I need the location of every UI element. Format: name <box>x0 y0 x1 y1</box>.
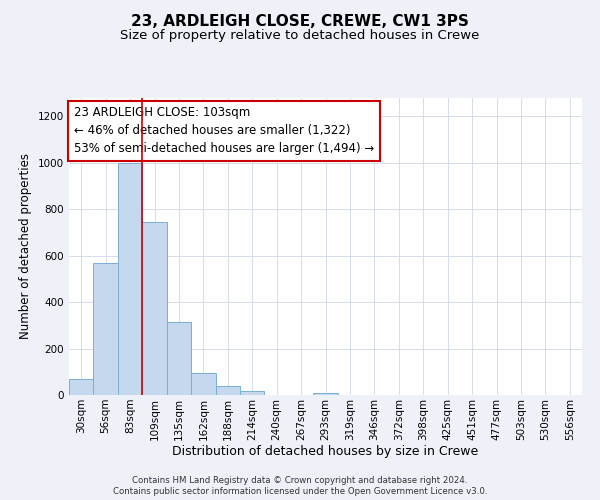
Y-axis label: Number of detached properties: Number of detached properties <box>19 153 32 340</box>
Text: 23 ARDLEIGH CLOSE: 103sqm
← 46% of detached houses are smaller (1,322)
53% of se: 23 ARDLEIGH CLOSE: 103sqm ← 46% of detac… <box>74 106 374 156</box>
X-axis label: Distribution of detached houses by size in Crewe: Distribution of detached houses by size … <box>172 446 479 458</box>
Bar <box>118 162 142 395</box>
Bar <box>94 262 118 395</box>
Bar <box>167 322 191 395</box>
Bar <box>215 386 240 395</box>
Bar <box>69 379 94 395</box>
Bar <box>191 373 215 395</box>
Bar <box>142 222 167 395</box>
Bar <box>240 391 265 395</box>
Text: 23, ARDLEIGH CLOSE, CREWE, CW1 3PS: 23, ARDLEIGH CLOSE, CREWE, CW1 3PS <box>131 14 469 28</box>
Text: Size of property relative to detached houses in Crewe: Size of property relative to detached ho… <box>121 28 479 42</box>
Bar <box>313 392 338 395</box>
Text: Contains HM Land Registry data © Crown copyright and database right 2024.
Contai: Contains HM Land Registry data © Crown c… <box>113 476 487 496</box>
